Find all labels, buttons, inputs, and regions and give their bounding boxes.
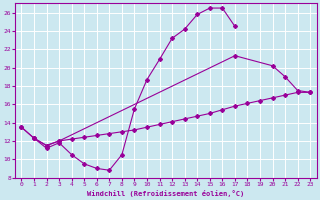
X-axis label: Windchill (Refroidissement éolien,°C): Windchill (Refroidissement éolien,°C) — [87, 190, 244, 197]
